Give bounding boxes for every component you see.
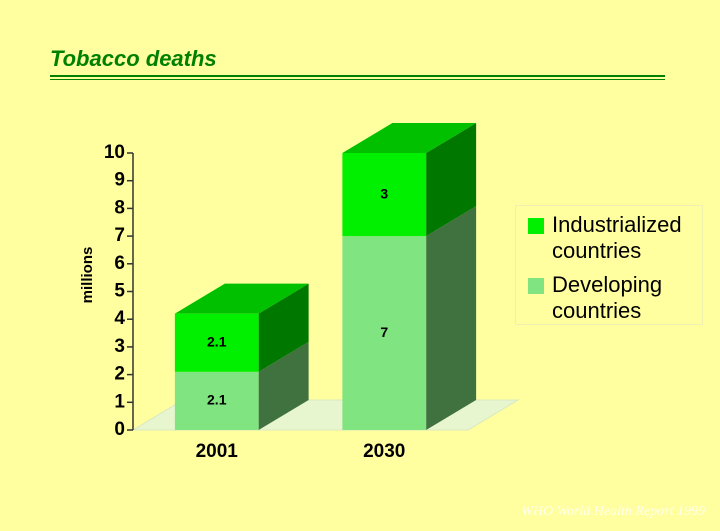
title-rule <box>50 75 665 77</box>
x-tick-label: 2030 <box>363 441 405 462</box>
y-tick-label: 8 <box>114 197 125 218</box>
title-rule <box>50 79 665 80</box>
y-tick-label: 4 <box>114 308 125 329</box>
data-label: 3 <box>380 185 388 201</box>
y-tick-label: 5 <box>114 281 125 302</box>
legend: Industrialized countries Developing count… <box>515 205 703 325</box>
y-axis-label: millions <box>79 247 96 304</box>
y-tick-label: 6 <box>114 253 125 274</box>
legend-entry: Developing countries <box>528 272 702 324</box>
bar-top <box>174 283 309 314</box>
legend-swatch <box>528 278 544 294</box>
y-tick-label: 0 <box>114 419 125 440</box>
y-tick-label: 1 <box>114 391 125 412</box>
footer: WHO World Health Report 1999 <box>521 504 705 519</box>
legend-swatch <box>528 218 544 234</box>
bar-side <box>258 341 309 430</box>
x-tick-label: 2001 <box>196 441 239 462</box>
y-tick-label: 3 <box>114 336 125 357</box>
y-tick-label: 2 <box>114 364 125 385</box>
y-tick-label: 7 <box>114 225 125 246</box>
bar-top <box>342 123 477 153</box>
bar-side <box>258 283 309 372</box>
bar <box>174 371 259 430</box>
legend-entry: Industrialized countries <box>528 212 702 264</box>
legend-label: Developing countries <box>552 272 663 323</box>
data-label: 2.1 <box>207 392 227 408</box>
bar <box>342 236 427 430</box>
bar <box>342 153 427 237</box>
data-label: 2.1 <box>207 333 227 349</box>
data-label: 7 <box>380 324 388 340</box>
bar-side <box>426 206 477 430</box>
y-tick-label: 9 <box>114 170 125 191</box>
legend-label: Industrialized countries <box>552 212 682 263</box>
bar <box>174 313 259 372</box>
y-tick-label: 10 <box>104 142 125 163</box>
chart-title: Tobacco deaths <box>50 46 217 71</box>
bar-side <box>426 123 477 237</box>
